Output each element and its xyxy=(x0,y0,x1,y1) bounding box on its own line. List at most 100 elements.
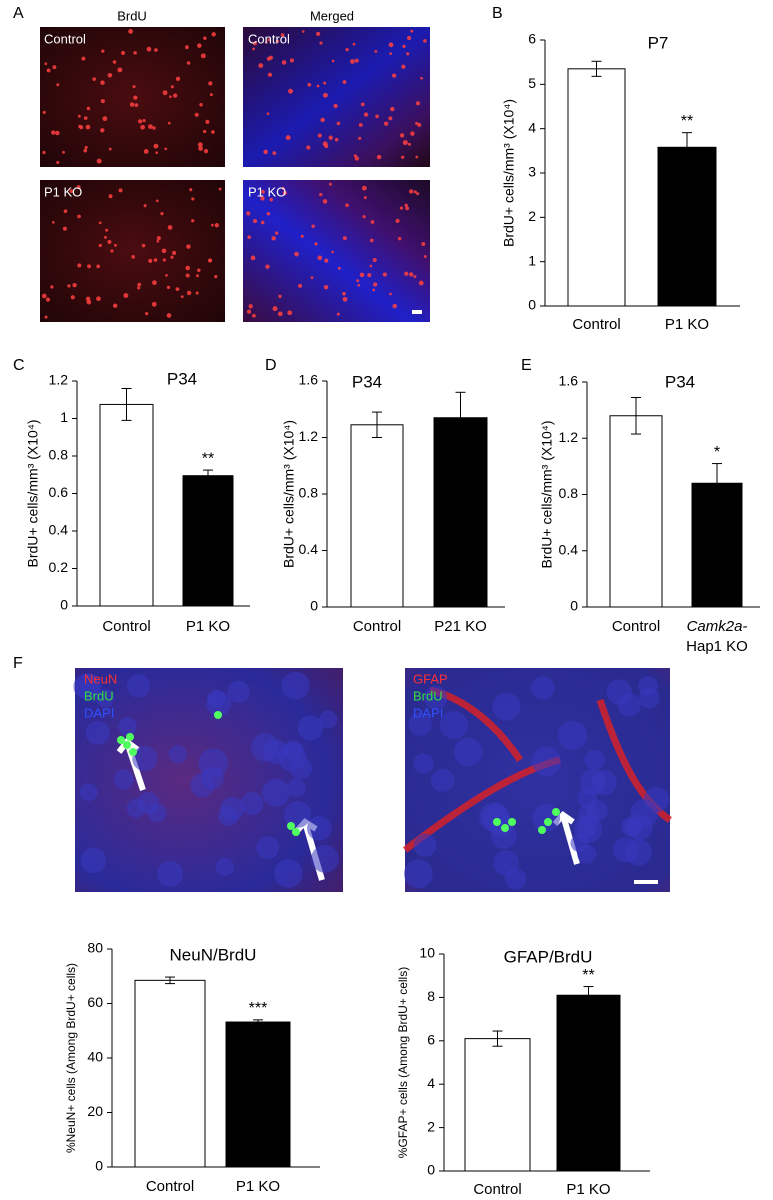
nucleus xyxy=(240,792,264,816)
y-tick-label: 1.2 xyxy=(49,372,69,388)
cell-dot xyxy=(107,72,113,78)
cell-dot xyxy=(196,274,199,278)
cell-dot xyxy=(261,189,265,194)
cell-dot xyxy=(186,244,191,249)
cell-dot xyxy=(372,258,377,263)
cell-dot xyxy=(167,121,171,125)
cell-dot xyxy=(123,293,129,299)
nucleus xyxy=(617,693,641,717)
y-tick-label: 1.6 xyxy=(559,373,579,389)
cell-dot xyxy=(144,311,149,316)
cell-dot xyxy=(199,103,203,107)
cell-dot xyxy=(133,51,137,55)
cell-dot xyxy=(86,106,91,111)
cell-dot xyxy=(155,199,159,203)
x-tick-label: P1 KO xyxy=(186,618,230,635)
brdu-spot xyxy=(544,818,552,826)
cell-dot xyxy=(266,211,271,216)
error-bar xyxy=(253,1019,263,1025)
panel-letter: C xyxy=(13,357,25,374)
cell-dot xyxy=(102,116,108,122)
nucleus xyxy=(591,770,617,796)
significance: ** xyxy=(681,113,693,130)
y-tick-label: 2 xyxy=(427,1118,435,1134)
nucleus xyxy=(307,815,332,841)
cell-dot xyxy=(96,264,100,269)
brdu-spot xyxy=(123,741,131,749)
chart-title: P7 xyxy=(648,33,669,52)
channel-label: DAPI xyxy=(413,705,443,720)
cell-dot xyxy=(42,150,46,155)
cell-dot xyxy=(370,220,375,224)
cell-dot xyxy=(161,248,167,254)
cell-dot xyxy=(376,154,382,160)
cell-dot xyxy=(248,304,253,309)
y-axis-label: BrdU+ cells/mm³ (X10⁴) xyxy=(25,420,41,568)
micrograph xyxy=(40,27,225,167)
cell-dot xyxy=(194,112,199,117)
nucleus xyxy=(492,692,521,721)
cell-dot xyxy=(133,95,138,100)
cell-dot xyxy=(153,258,158,262)
cell-dot xyxy=(208,258,213,263)
cell-dot xyxy=(160,212,164,216)
cell-dot xyxy=(118,188,123,193)
cell-dot xyxy=(141,243,146,248)
cell-dot xyxy=(369,238,374,243)
cell-dot xyxy=(50,285,54,289)
nucleus xyxy=(96,689,115,708)
cell-dot xyxy=(399,133,405,138)
cell-dot xyxy=(186,61,191,65)
error-bar xyxy=(372,411,382,438)
cell-dot xyxy=(413,190,417,194)
cell-dot xyxy=(180,295,184,299)
cell-dot xyxy=(247,235,251,239)
bar xyxy=(350,424,404,608)
cell-dot xyxy=(358,122,363,127)
nucleus xyxy=(413,753,434,774)
nucleus xyxy=(557,720,588,750)
bar-chart: P34 BrdU+ cells/mm³ (X10⁴) 0 0.4 0.8 1.2 1.6 Co… xyxy=(539,372,760,655)
x-tick-label: Camk2a-Hap1 KO xyxy=(686,618,748,655)
cell-dot xyxy=(250,255,256,261)
cell-dot xyxy=(289,58,294,63)
error-bar xyxy=(591,60,602,77)
cell-dot xyxy=(323,285,329,290)
brdu-spot xyxy=(292,828,300,836)
error-bar xyxy=(583,986,594,1005)
cell-dot xyxy=(197,268,201,273)
nucleus xyxy=(157,860,184,887)
y-axis-label: %NeuN+ cells (Among BrdU+ cells) xyxy=(64,963,78,1153)
channel-label: BrdU xyxy=(413,688,443,703)
panel-letter: B xyxy=(492,5,503,22)
nucleus xyxy=(118,717,137,736)
cell-dot xyxy=(162,258,166,262)
cell-dot xyxy=(191,219,195,223)
cell-dot xyxy=(333,103,338,109)
cell-dot xyxy=(360,102,365,107)
cell-dot xyxy=(306,145,311,150)
significance: *** xyxy=(249,1000,268,1017)
nucleus xyxy=(137,792,160,815)
nucleus xyxy=(283,740,304,760)
cell-dot xyxy=(156,236,161,241)
cell-dot xyxy=(363,112,369,117)
cell-dot xyxy=(173,93,178,98)
brdu-spot xyxy=(508,818,516,826)
nucleus xyxy=(262,778,290,807)
cell-dot xyxy=(389,52,393,55)
cell-dot xyxy=(324,144,329,149)
brdu-spot xyxy=(117,736,125,744)
cell-dot xyxy=(138,119,143,124)
cell-dot xyxy=(352,42,356,46)
nucleus xyxy=(75,673,102,700)
brdu-spot xyxy=(287,822,295,830)
cell-dot xyxy=(320,117,325,123)
brdu-spot xyxy=(538,826,546,834)
nucleus xyxy=(408,712,432,736)
cell-dot xyxy=(322,92,328,98)
cell-dot xyxy=(137,282,142,287)
y-tick-label: 1 xyxy=(528,252,536,268)
nucleus xyxy=(623,817,642,836)
cell-dot xyxy=(267,38,271,42)
